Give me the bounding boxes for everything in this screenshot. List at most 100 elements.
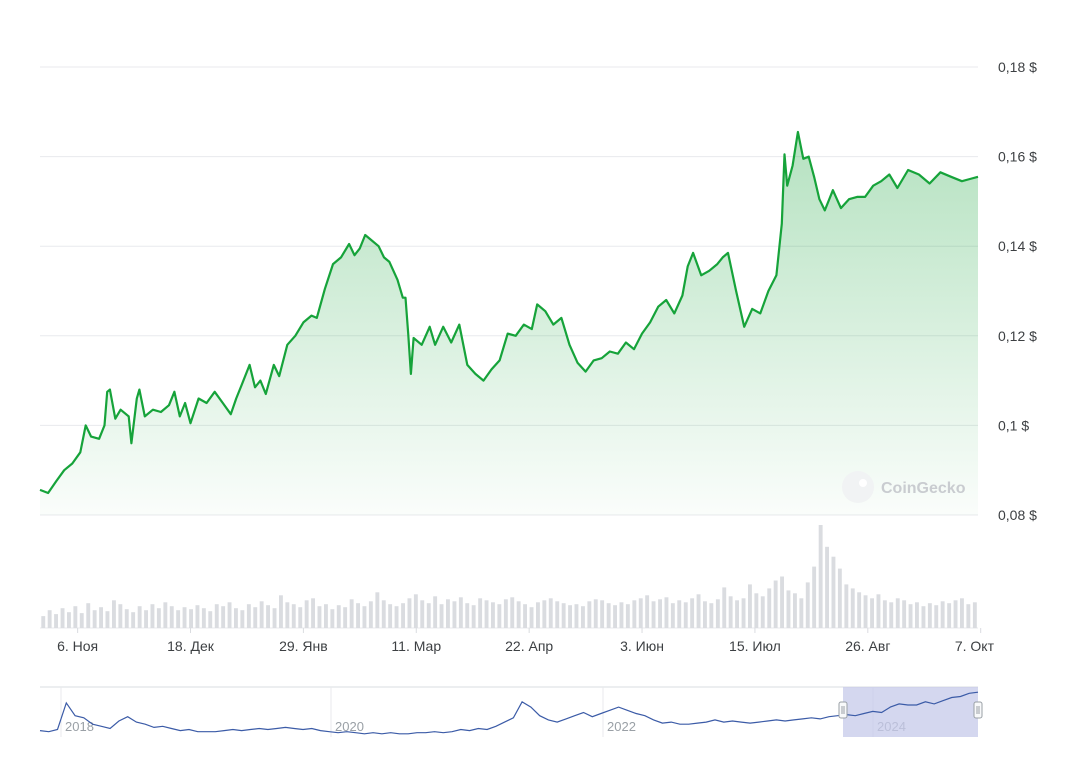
navigator[interactable]: 2018202020222024 bbox=[39, 686, 983, 737]
volume-bar bbox=[105, 611, 110, 628]
navigator-line bbox=[39, 691, 979, 735]
navigator-selection[interactable] bbox=[843, 687, 978, 737]
volume-bar bbox=[876, 594, 881, 628]
volume-bar bbox=[362, 606, 367, 628]
navigator-right-handle[interactable] bbox=[973, 701, 983, 719]
volume-bar bbox=[73, 606, 78, 628]
volume-bar bbox=[439, 604, 444, 628]
volume-bar bbox=[144, 610, 148, 628]
volume-bar bbox=[818, 525, 823, 628]
volume-bar bbox=[837, 568, 842, 628]
volume-bar bbox=[503, 599, 508, 628]
volume-bar bbox=[690, 598, 695, 628]
price-area bbox=[40, 132, 978, 515]
coingecko-watermark: CoinGecko bbox=[842, 471, 966, 503]
volume-bar bbox=[285, 602, 290, 629]
watermark-text: CoinGecko bbox=[881, 480, 966, 497]
navigator-year-label: 2022 bbox=[607, 719, 636, 734]
volume-bar bbox=[882, 600, 887, 628]
volume-bar bbox=[234, 608, 238, 628]
volume-bar bbox=[812, 566, 817, 628]
volume-bar bbox=[381, 600, 386, 628]
volume-bar bbox=[773, 580, 778, 628]
volume-bar bbox=[593, 599, 598, 628]
volume-bar bbox=[760, 596, 765, 628]
volume-bar bbox=[664, 597, 669, 628]
volume-bar bbox=[279, 595, 283, 628]
volume-bar bbox=[947, 603, 952, 628]
volume-bar bbox=[317, 606, 322, 628]
volume-bar bbox=[645, 595, 650, 628]
volume-bar bbox=[92, 610, 97, 628]
volume-bar bbox=[169, 606, 174, 628]
volume-bar bbox=[638, 598, 643, 628]
volume-bar bbox=[349, 599, 354, 628]
y-tick-label: 0,12 $ bbox=[998, 328, 1037, 344]
x-tick-label: 18. Дек bbox=[167, 638, 215, 654]
volume-bar bbox=[606, 603, 611, 628]
volume-bar bbox=[953, 600, 958, 628]
volume-bar bbox=[214, 604, 219, 628]
volume-bar bbox=[266, 605, 270, 628]
volume-bar bbox=[548, 598, 553, 628]
x-tick-label: 26. Авг bbox=[845, 638, 890, 654]
volume-bar bbox=[163, 602, 168, 629]
volume-bar bbox=[741, 598, 746, 628]
volume-bar bbox=[253, 607, 258, 628]
volume-bar bbox=[921, 606, 926, 628]
volume-bar bbox=[60, 608, 65, 628]
volume-bar bbox=[47, 610, 52, 628]
y-axis-labels: 0,08 $ 0,1 $ 0,12 $ 0,14 $ 0,16 $ 0,18 $ bbox=[998, 59, 1037, 523]
coingecko-logo-icon bbox=[842, 471, 874, 503]
volume-bar bbox=[298, 607, 303, 628]
volume-bar bbox=[568, 605, 572, 628]
volume-bar bbox=[516, 601, 521, 628]
volume-bar bbox=[465, 603, 470, 628]
price-line bbox=[39, 130, 979, 495]
volume-bar bbox=[246, 604, 251, 628]
volume-bar bbox=[844, 584, 849, 628]
volume-bar bbox=[619, 602, 624, 629]
volume-bar bbox=[259, 601, 264, 628]
volume-bar bbox=[189, 609, 193, 628]
volume-bar bbox=[426, 603, 431, 628]
volume-bar bbox=[156, 608, 161, 628]
volume-bar bbox=[960, 598, 964, 628]
volume-bar bbox=[182, 607, 187, 628]
volume-bar bbox=[934, 605, 939, 628]
volume-bar bbox=[805, 582, 810, 628]
volume-bar bbox=[728, 596, 733, 628]
volume-bar bbox=[67, 612, 71, 628]
y-tick-label: 0,16 $ bbox=[998, 149, 1037, 165]
volume-bar bbox=[343, 607, 348, 628]
volume-bar bbox=[555, 601, 560, 628]
volume-bar bbox=[41, 616, 46, 628]
y-tick-label: 0,08 $ bbox=[998, 507, 1037, 523]
volume-bar bbox=[401, 603, 405, 628]
volume-bar bbox=[311, 598, 315, 628]
volume-bar bbox=[677, 600, 682, 628]
volume-bar bbox=[433, 596, 438, 628]
volume-bar bbox=[709, 603, 714, 628]
x-tick-label: 7. Окт bbox=[955, 638, 995, 654]
volume-bar bbox=[54, 614, 58, 628]
volume-bar bbox=[825, 546, 829, 628]
volume-bar bbox=[458, 597, 463, 628]
volume-bar bbox=[221, 606, 226, 628]
volume-bar bbox=[99, 607, 103, 628]
volume-bars bbox=[41, 525, 977, 629]
volume-bar bbox=[112, 600, 116, 628]
volume-bar bbox=[651, 601, 656, 628]
volume-bar bbox=[767, 588, 772, 628]
volume-bar bbox=[902, 600, 907, 628]
volume-bar bbox=[632, 600, 637, 628]
navigator-left-handle[interactable] bbox=[838, 701, 848, 719]
volume-bar bbox=[272, 608, 277, 628]
volume-bar bbox=[79, 613, 84, 628]
navigator-year-label: 2020 bbox=[335, 719, 364, 734]
volume-bar bbox=[124, 609, 129, 628]
volume-bar bbox=[471, 605, 476, 628]
volume-bar bbox=[574, 604, 579, 628]
